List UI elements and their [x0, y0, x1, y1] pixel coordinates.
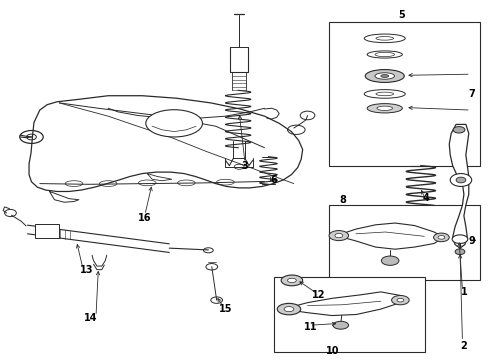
Text: 5: 5 [398, 10, 405, 20]
Ellipse shape [146, 110, 202, 137]
Ellipse shape [455, 249, 465, 255]
Polygon shape [29, 96, 303, 192]
Ellipse shape [434, 233, 449, 242]
Ellipse shape [452, 235, 468, 243]
Bar [329, 205, 480, 280]
Ellipse shape [453, 127, 465, 133]
Bar [329, 22, 480, 166]
Text: 11: 11 [304, 322, 318, 332]
Ellipse shape [329, 230, 348, 240]
Ellipse shape [450, 174, 472, 186]
Polygon shape [336, 223, 444, 249]
Ellipse shape [381, 256, 399, 265]
Text: 15: 15 [219, 304, 232, 314]
Text: 1: 1 [461, 287, 467, 297]
Polygon shape [449, 125, 469, 248]
Ellipse shape [375, 73, 394, 79]
Text: 3: 3 [242, 161, 248, 171]
Ellipse shape [365, 69, 404, 82]
Ellipse shape [281, 275, 303, 286]
Ellipse shape [335, 233, 343, 238]
Text: 12: 12 [312, 291, 325, 301]
Ellipse shape [397, 298, 404, 302]
Ellipse shape [392, 296, 409, 305]
Text: 8: 8 [339, 195, 346, 205]
Bar [274, 277, 425, 352]
Ellipse shape [381, 75, 389, 77]
Text: 7: 7 [469, 89, 476, 99]
Text: 4: 4 [422, 193, 429, 203]
Ellipse shape [438, 235, 445, 239]
Ellipse shape [277, 303, 301, 315]
Ellipse shape [367, 104, 402, 113]
Ellipse shape [333, 321, 348, 329]
Text: 13: 13 [79, 265, 93, 275]
Ellipse shape [456, 177, 466, 183]
Text: 10: 10 [326, 346, 340, 356]
Text: 2: 2 [461, 341, 467, 351]
Ellipse shape [377, 106, 392, 111]
Text: 9: 9 [469, 236, 476, 246]
Text: 14: 14 [84, 313, 98, 323]
Ellipse shape [284, 307, 294, 312]
Polygon shape [283, 292, 405, 316]
Ellipse shape [288, 278, 296, 283]
Text: 6: 6 [270, 175, 277, 185]
Text: 16: 16 [138, 213, 151, 222]
Bar [35, 224, 59, 238]
